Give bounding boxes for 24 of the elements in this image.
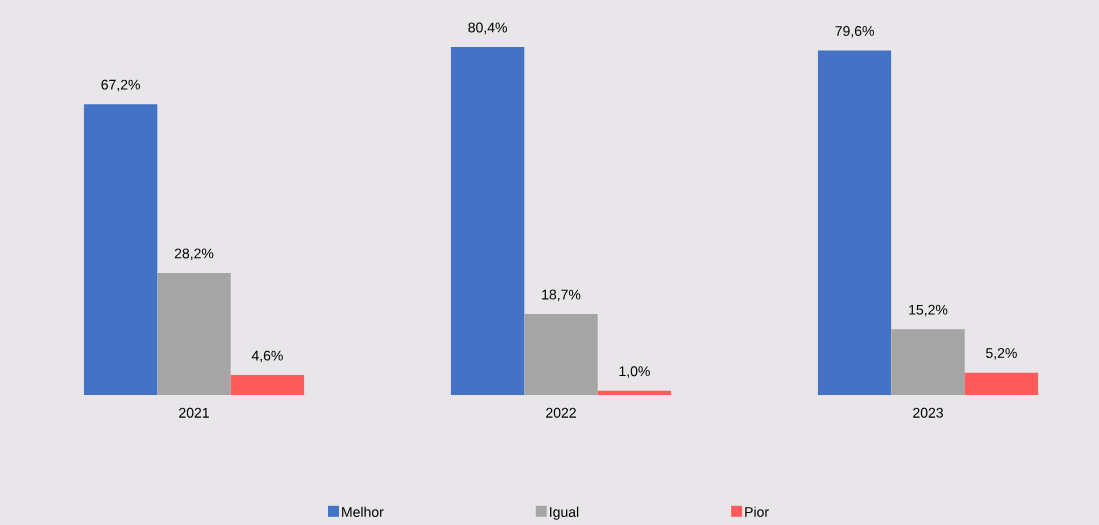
legend-label: Igual bbox=[550, 506, 579, 520]
x-tick-label: 2023 bbox=[913, 407, 943, 418]
data-label: 79,6% bbox=[835, 26, 874, 38]
bar bbox=[817, 50, 892, 395]
data-label: 5,2% bbox=[986, 348, 1017, 360]
bar bbox=[83, 104, 158, 395]
bar bbox=[597, 390, 672, 395]
data-label: 4,6% bbox=[251, 350, 283, 363]
bar bbox=[157, 272, 231, 395]
data-label: 67,2% bbox=[101, 79, 140, 92]
bar bbox=[524, 314, 598, 395]
data-label: 15,2% bbox=[909, 304, 948, 317]
bar bbox=[450, 47, 525, 395]
legend-label: Melhor bbox=[342, 506, 384, 517]
x-tick-label: 2021 bbox=[179, 407, 209, 418]
bar bbox=[891, 329, 965, 395]
data-label: 1,0% bbox=[619, 366, 650, 378]
bar bbox=[230, 375, 305, 395]
data-label: 18,7% bbox=[542, 289, 581, 302]
bar bbox=[964, 372, 1039, 395]
data-label: 28,2% bbox=[174, 248, 214, 261]
legend-label: Pior bbox=[745, 506, 769, 517]
data-label: 80,4% bbox=[468, 22, 507, 35]
x-tick-label: 2022 bbox=[546, 407, 576, 418]
